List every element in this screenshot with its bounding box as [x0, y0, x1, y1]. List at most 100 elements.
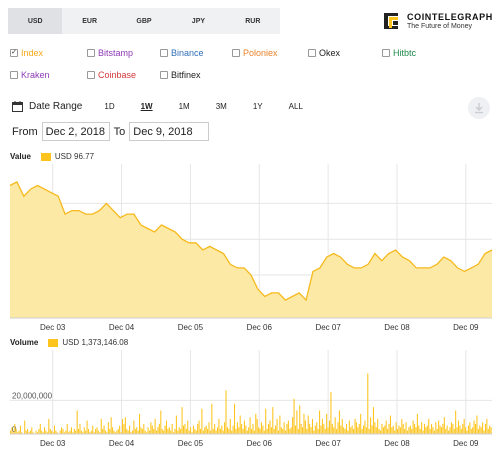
- volume-bar: [487, 428, 489, 434]
- tab-gbp[interactable]: GBP: [136, 17, 152, 25]
- volume-bar: [384, 425, 386, 434]
- volume-bar: [45, 430, 47, 434]
- volume-bar: [336, 428, 338, 434]
- volume-bar: [277, 430, 279, 434]
- download-button[interactable]: [468, 97, 490, 119]
- source-index[interactable]: ✓ Index: [10, 48, 43, 58]
- source-binance[interactable]: Binance: [160, 48, 204, 58]
- volume-bar: [477, 428, 479, 434]
- volume-bar: [18, 430, 20, 434]
- volume-bar: [344, 428, 346, 434]
- volume-bar: [243, 420, 245, 434]
- volume-bar: [242, 428, 244, 434]
- source-bitstamp[interactable]: Bitstamp: [87, 48, 133, 58]
- volume-bar: [163, 430, 165, 434]
- volume-bar: [387, 428, 389, 434]
- volume-bar: [59, 430, 61, 434]
- checkbox-okex[interactable]: [308, 49, 316, 57]
- source-kraken[interactable]: Kraken: [10, 70, 50, 80]
- checkbox-index[interactable]: ✓: [10, 49, 18, 57]
- volume-legend: Volume USD 1,373,146.08: [10, 338, 128, 347]
- range-3m-button[interactable]: 3M: [215, 102, 227, 111]
- volume-bar: [27, 428, 29, 434]
- volume-bar: [422, 430, 424, 434]
- source-okex[interactable]: Okex: [308, 48, 340, 58]
- source-poloniex[interactable]: Poloniex: [232, 48, 278, 58]
- volume-bar: [347, 430, 349, 434]
- volume-bar: [178, 427, 180, 434]
- volume-bar: [154, 418, 156, 434]
- volume-bar: [361, 428, 363, 434]
- volume-bar: [436, 428, 438, 434]
- volume-bar: [173, 432, 175, 434]
- source-bitfinex[interactable]: Bitfinex: [160, 70, 201, 80]
- checkbox-kraken[interactable]: [10, 71, 18, 79]
- volume-bar: [293, 398, 295, 434]
- volume-x-tick-label: Dec 08: [384, 439, 410, 448]
- value-legend-label: USD: [54, 152, 72, 161]
- volume-bar: [52, 432, 54, 434]
- volume-bar: [134, 428, 136, 434]
- tab-rur[interactable]: RUR: [245, 17, 261, 25]
- checkbox-bitstamp[interactable]: [87, 49, 95, 57]
- volume-bar: [42, 432, 44, 434]
- tab-eur[interactable]: EUR: [82, 17, 97, 25]
- brand-logo[interactable]: COINTELEGRAPH The Future of Money: [380, 6, 496, 36]
- volume-bar: [24, 420, 26, 434]
- checkbox-binance[interactable]: [160, 49, 168, 57]
- volume-bar: [426, 425, 428, 434]
- value-series-line: [9, 181, 493, 302]
- checkbox-hitbtc[interactable]: [382, 49, 390, 57]
- volume-bar: [456, 427, 458, 434]
- volume-bar: [231, 430, 233, 434]
- volume-bar: [252, 423, 254, 434]
- tab-usd[interactable]: USD: [8, 8, 63, 34]
- range-1y-button[interactable]: 1Y: [252, 102, 263, 111]
- range-1d-button[interactable]: 1D: [104, 102, 115, 111]
- volume-bar: [334, 417, 336, 434]
- volume-bar: [470, 428, 472, 434]
- source-coinbase[interactable]: Coinbase: [87, 70, 136, 80]
- volume-bar: [397, 428, 399, 434]
- volume-bar: [340, 425, 342, 434]
- volume-bar: [146, 432, 148, 434]
- volume-bar: [46, 432, 48, 434]
- volume-chart-title: Volume: [10, 338, 39, 347]
- volume-bar: [275, 425, 277, 434]
- volume-bar: [259, 428, 261, 434]
- range-1w-button[interactable]: 1W: [140, 102, 153, 111]
- volume-bar: [357, 427, 359, 434]
- range-all-button[interactable]: ALL: [288, 102, 303, 111]
- value-x-tick-label: Dec 06: [247, 323, 273, 332]
- volume-bar: [309, 423, 311, 434]
- volume-bar: [156, 430, 158, 434]
- volume-bar: [286, 423, 288, 434]
- volume-bar: [490, 427, 492, 434]
- to-date-input[interactable]: [129, 122, 210, 141]
- volume-bar: [197, 423, 199, 434]
- source-hitbtc[interactable]: Hitbtc: [382, 48, 416, 58]
- volume-bar: [127, 430, 129, 434]
- volume-bar: [164, 425, 166, 434]
- volume-bar: [21, 432, 23, 434]
- volume-bar: [323, 423, 325, 434]
- volume-bar: [248, 427, 250, 434]
- volume-bar: [310, 427, 312, 434]
- volume-bar: [253, 430, 255, 434]
- checkbox-coinbase[interactable]: [87, 71, 95, 79]
- volume-bar: [324, 428, 326, 434]
- volume-bar: [174, 428, 176, 434]
- volume-bar: [131, 430, 133, 434]
- checkbox-poloniex[interactable]: [232, 49, 240, 57]
- volume-bar: [195, 430, 197, 434]
- from-date-input[interactable]: [41, 122, 110, 141]
- tab-jpy[interactable]: JPY: [191, 17, 206, 25]
- volume-bar: [350, 427, 352, 434]
- volume-bar: [225, 390, 227, 434]
- range-1m-button[interactable]: 1M: [178, 102, 190, 111]
- volume-bar: [367, 373, 369, 434]
- checkbox-bitfinex[interactable]: [160, 71, 168, 79]
- volume-bar: [290, 427, 292, 434]
